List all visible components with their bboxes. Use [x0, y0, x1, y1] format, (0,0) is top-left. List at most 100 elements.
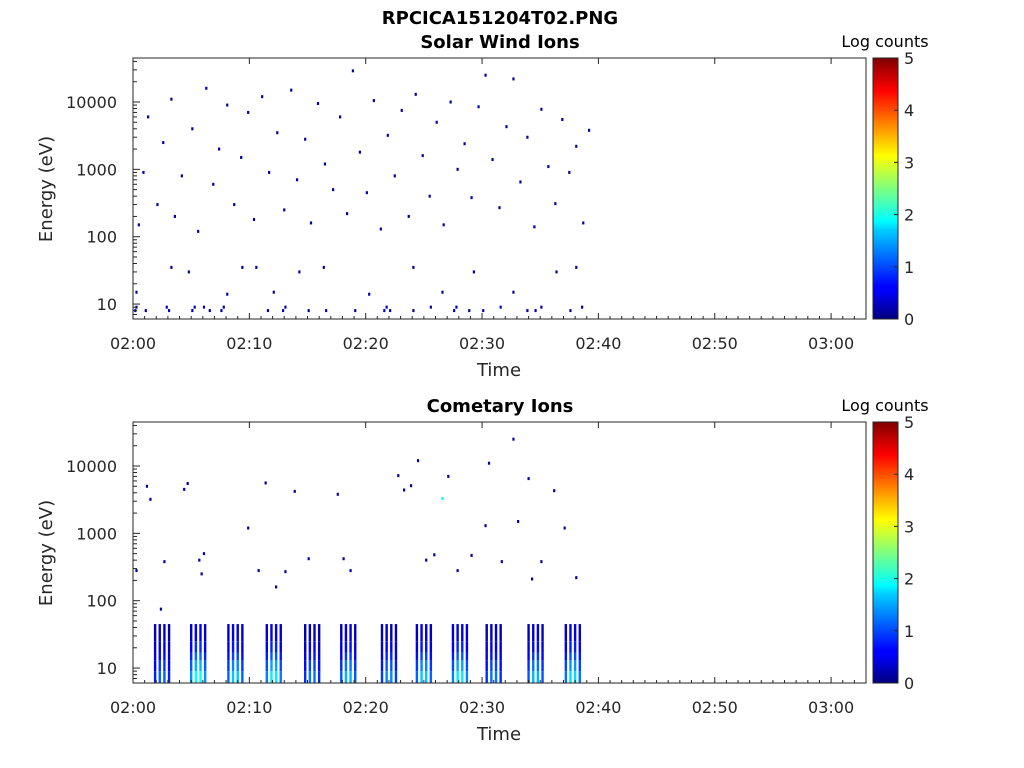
- colorbar-tick-label: 0: [904, 310, 914, 329]
- data-cell: [581, 305, 584, 309]
- burst-cell: [461, 624, 464, 642]
- burst-cell: [340, 671, 343, 683]
- burst-cell: [265, 671, 269, 683]
- burst-cell: [344, 652, 348, 661]
- data-cell: [530, 577, 534, 581]
- burst-cell: [236, 671, 239, 683]
- burst-cell: [241, 671, 244, 683]
- data-cell: [563, 526, 566, 530]
- burst-cell: [494, 624, 498, 642]
- data-cell: [268, 170, 271, 174]
- data-cell: [456, 167, 459, 171]
- data-cell: [222, 305, 225, 309]
- burst-cell: [349, 624, 352, 642]
- data-cell: [441, 290, 444, 294]
- burst-cell: [344, 624, 348, 642]
- burst-cell: [349, 671, 352, 683]
- data-cell: [316, 101, 320, 105]
- data-cell: [275, 585, 278, 589]
- burst-cell: [425, 641, 428, 653]
- burst-cell: [425, 652, 428, 661]
- data-cell: [135, 290, 138, 294]
- data-cell: [487, 461, 491, 465]
- burst-cell: [189, 624, 193, 642]
- data-cell: [191, 309, 194, 313]
- x-tick-label: 03:00: [808, 334, 854, 353]
- burst-cell: [270, 624, 273, 642]
- burst-cell: [163, 660, 166, 672]
- data-cell: [372, 99, 375, 103]
- burst-cell: [569, 671, 572, 683]
- burst-cell: [494, 660, 498, 672]
- burst-cell: [573, 660, 577, 672]
- burst-cell: [163, 624, 166, 642]
- burst-cell: [499, 641, 502, 653]
- burst-cell: [241, 660, 244, 672]
- burst-cell: [456, 641, 459, 653]
- x-tick-label: 02:00: [110, 334, 156, 353]
- data-cell: [325, 309, 328, 313]
- burst-cell: [163, 671, 166, 683]
- data-cell: [512, 290, 515, 294]
- burst-cell: [203, 624, 207, 642]
- burst-cell: [465, 671, 469, 683]
- burst-cell: [167, 671, 171, 683]
- y-tick-label: 10000: [66, 457, 117, 476]
- burst-cell: [279, 624, 282, 642]
- data-cell: [554, 202, 557, 206]
- burst-cell: [569, 624, 572, 642]
- burst-cell: [527, 624, 530, 642]
- y-tick-label: 10: [97, 295, 117, 314]
- data-cell: [456, 569, 459, 573]
- burst-cell: [349, 660, 352, 672]
- data-cell: [526, 309, 529, 313]
- burst-cell: [354, 652, 357, 661]
- data-cell: [307, 309, 310, 313]
- colorbar: [872, 57, 899, 320]
- burst-cell: [541, 671, 544, 683]
- burst-cell: [485, 671, 488, 683]
- burst-cell: [390, 624, 393, 642]
- burst-cell: [490, 641, 493, 653]
- burst-cell: [167, 660, 171, 672]
- burst-cell: [380, 641, 384, 653]
- data-cell: [582, 221, 585, 225]
- burst-cell: [274, 624, 278, 642]
- data-cell: [575, 576, 578, 580]
- data-cell: [407, 214, 410, 218]
- data-cell: [241, 265, 244, 269]
- data-cell: [477, 105, 480, 109]
- y-tick-label: 100: [86, 592, 117, 611]
- burst-cell: [354, 624, 357, 642]
- colorbar-label: Log counts: [841, 396, 928, 415]
- y-tick-label: 1000: [76, 524, 117, 543]
- x-tick-label: 02:10: [226, 334, 272, 353]
- burst-cell: [451, 660, 455, 672]
- burst-cell: [385, 624, 388, 642]
- x-tick-label: 02:10: [226, 698, 272, 717]
- data-cell: [512, 437, 515, 441]
- burst-cell: [274, 660, 278, 672]
- colorbar-tick-label: 4: [904, 101, 914, 120]
- burst-cell: [541, 652, 544, 661]
- burst-cell: [158, 641, 161, 653]
- burst-cell: [532, 652, 535, 661]
- data-cell: [336, 492, 339, 496]
- burst-cell: [265, 652, 269, 661]
- burst-cell: [564, 652, 568, 661]
- burst-cell: [199, 652, 202, 661]
- data-cell: [149, 497, 152, 501]
- colorbar-tick-label: 1: [904, 622, 914, 641]
- data-cell: [255, 265, 258, 269]
- data-cell: [283, 208, 286, 212]
- data-cell: [449, 100, 452, 104]
- burst-cell: [189, 660, 193, 672]
- burst-cell: [270, 660, 273, 672]
- burst-cell: [194, 671, 198, 683]
- burst-cell: [564, 624, 568, 642]
- burst-cell: [380, 660, 384, 672]
- data-cell: [165, 305, 168, 309]
- x-axis: 02:00 02:10 02:20 02:30 02:40 02:50 03:00: [110, 422, 855, 717]
- burst-cell: [227, 660, 230, 672]
- burst-cell: [425, 660, 428, 672]
